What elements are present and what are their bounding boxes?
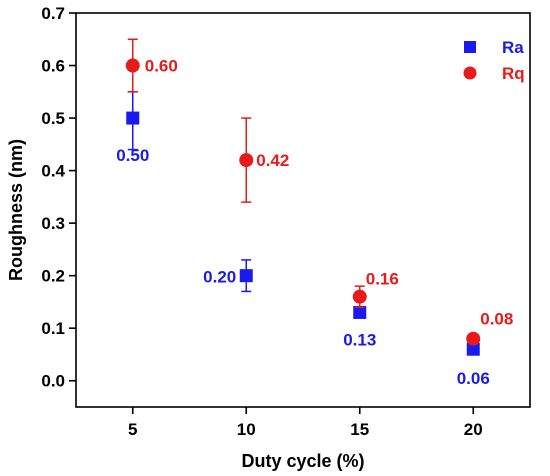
y-tick-label: 0.4 <box>41 162 65 181</box>
data-label-ra: 0.50 <box>116 146 149 165</box>
x-axis-title: Duty cycle (%) <box>241 451 364 471</box>
data-label-ra: 0.13 <box>343 330 376 349</box>
plot-frame <box>75 12 531 408</box>
data-point-rq <box>466 331 481 346</box>
data-label-rq: 0.42 <box>256 151 289 170</box>
y-tick-label: 0.2 <box>41 267 65 286</box>
y-tick-label: 0.1 <box>41 319 65 338</box>
data-label-rq: 0.08 <box>480 310 513 329</box>
legend-marker-ra <box>464 41 476 53</box>
data-label-rq: 0.16 <box>366 270 399 289</box>
data-point-ra <box>466 342 480 356</box>
y-axis-ticks: 0.0 0.1 0.2 0.3 0.4 0.5 0.6 0.7 <box>41 4 76 391</box>
y-tick-label: 0.6 <box>41 57 65 76</box>
data-series: 0.50 0.20 0.13 0.06 0.60 0.42 0.16 0.08 <box>116 38 513 388</box>
x-tick-label: 10 <box>237 420 256 439</box>
data-point-ra <box>126 111 140 125</box>
data-point-rq <box>125 58 140 73</box>
legend-label-rq: Rq <box>502 64 525 83</box>
legend-marker-rq <box>463 66 477 80</box>
y-tick-label: 0.5 <box>41 109 65 128</box>
legend: Ra Rq <box>463 38 525 83</box>
x-tick-label: 20 <box>464 420 483 439</box>
data-point-ra <box>353 305 367 319</box>
y-tick-label: 0.0 <box>41 372 65 391</box>
x-tick-label: 5 <box>128 420 137 439</box>
data-point-rq <box>352 289 367 304</box>
data-label-ra: 0.20 <box>203 268 236 287</box>
data-label-rq: 0.60 <box>145 57 178 76</box>
series-ra: 0.50 0.20 0.13 0.06 <box>116 91 490 388</box>
x-tick-label: 15 <box>350 420 369 439</box>
legend-label-ra: Ra <box>502 38 524 57</box>
series-rq: 0.60 0.42 0.16 0.08 <box>125 38 513 346</box>
y-tick-label: 0.7 <box>41 4 65 23</box>
data-point-rq <box>239 153 254 168</box>
y-tick-label: 0.3 <box>41 214 65 233</box>
data-label-ra: 0.06 <box>457 369 490 388</box>
x-axis-ticks: 5 10 15 20 <box>128 407 483 439</box>
y-axis-title: Roughness (nm) <box>6 139 26 281</box>
data-point-ra <box>239 269 253 283</box>
